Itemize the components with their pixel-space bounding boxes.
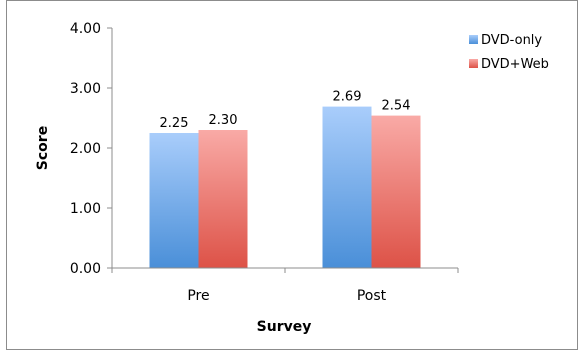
labels-layer: 2.25 2.30 Pre 2.69 2.54 Post 0.00 1.00 2.00 3.00 4…: [70, 21, 411, 304]
y-tick-label: 3.00: [70, 81, 101, 97]
legend-label: DVD+Web: [481, 57, 549, 72]
data-label: 2.54: [382, 99, 411, 114]
y-tick-label: 0.00: [70, 261, 101, 277]
legend-swatch: [469, 59, 478, 68]
x-tick-label: Post: [357, 288, 387, 304]
y-tick-label: 4.00: [70, 21, 101, 37]
bars-layer: [149, 106, 421, 268]
data-label: 2.30: [209, 113, 238, 128]
bar-dvd-web-post: [371, 115, 421, 268]
y-tick-label: 2.00: [70, 141, 101, 157]
data-label: 2.25: [160, 116, 189, 131]
y-tick-label: 1.00: [70, 201, 101, 217]
chart-frame: [6, 0, 578, 350]
bar-dvd-only-pre: [149, 133, 199, 268]
x-axis-title: Survey: [257, 319, 312, 335]
bar-dvd-web-pre: [198, 130, 248, 268]
bar-dvd-only-post: [322, 106, 372, 268]
data-label: 2.69: [333, 90, 362, 105]
legend-swatch: [469, 35, 478, 44]
legend-label: DVD-only: [481, 33, 542, 48]
x-tick-label: Pre: [187, 288, 209, 304]
y-axis-title: Score: [35, 126, 51, 170]
axes-layer: [107, 27, 459, 273]
legend: DVD-only DVD+Web: [469, 33, 549, 72]
